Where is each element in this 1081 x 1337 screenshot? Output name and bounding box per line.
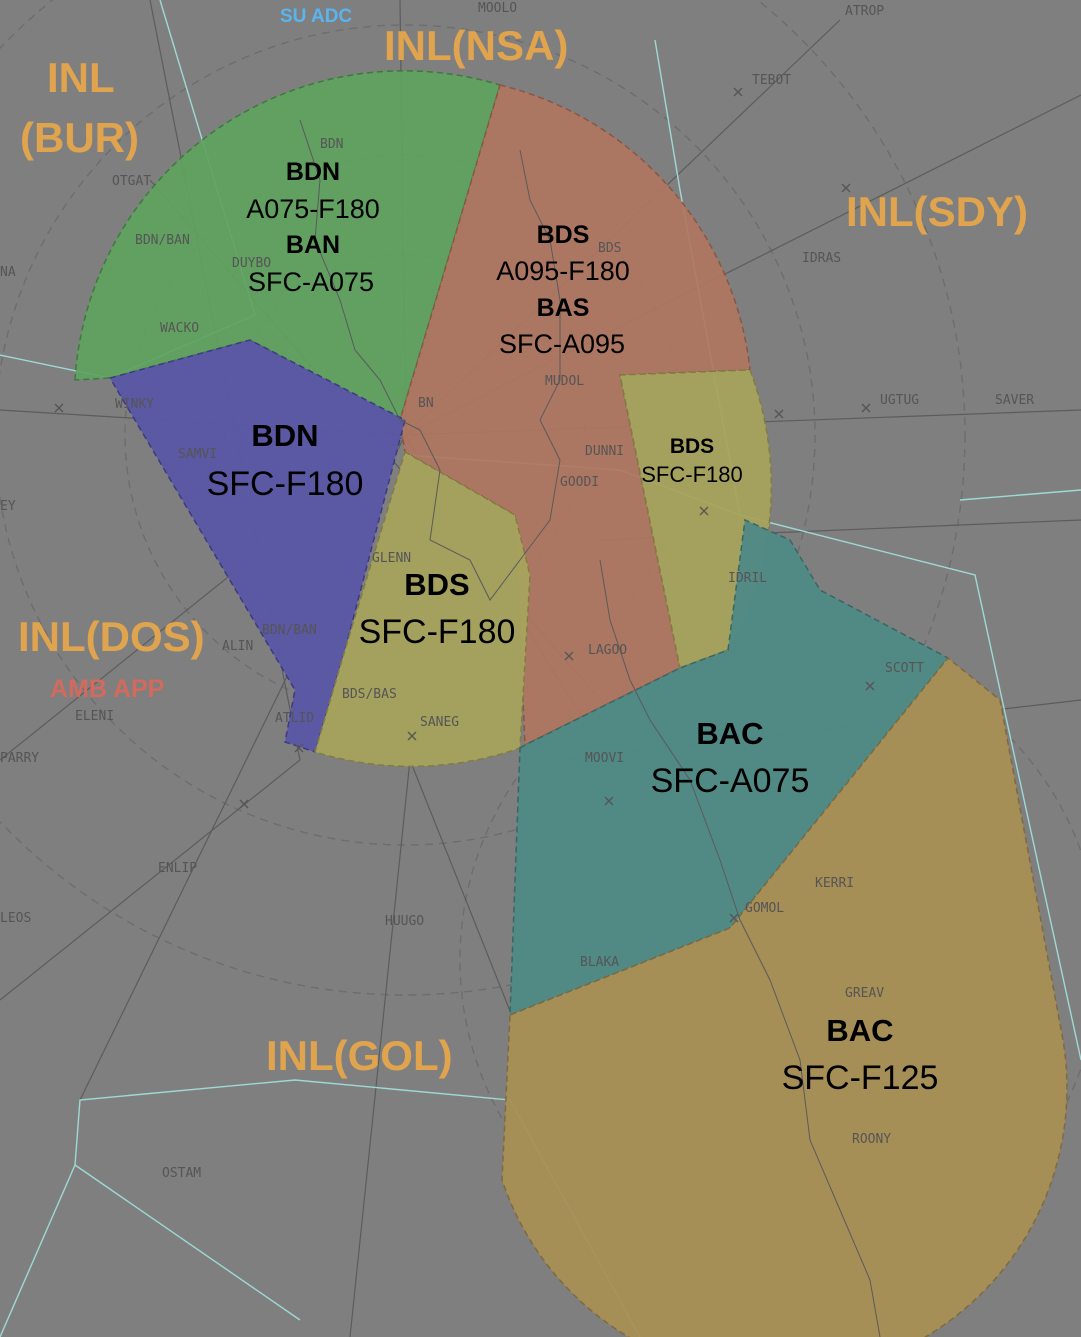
fix-blaka: BLAKA xyxy=(580,955,619,970)
facility-su-adc: SU ADC xyxy=(280,6,352,27)
region-labels: INL (BUR) INL(NSA) INL(SDY) INL(DOS) INL… xyxy=(18,22,1028,1079)
fix-gomol: GOMOL xyxy=(745,901,784,916)
fix-mudol: MUDOL xyxy=(545,374,584,389)
fix-winky: WINKY xyxy=(115,397,154,412)
yellow-center-sector-label-2: SFC-F180 xyxy=(359,613,516,651)
region-inl-gol: INL(GOL) xyxy=(266,1032,453,1079)
fix-kerri: KERRI xyxy=(815,876,854,891)
fix-idras: IDRAS xyxy=(802,251,841,266)
fix-bdn-ban-2: BDN/BAN xyxy=(262,623,317,638)
fix-labels: MOOLO ATROP TEBOT BDN OTGAT BDN/BAN DUYB… xyxy=(0,1,1034,1181)
region-inl-dos: INL(DOS) xyxy=(18,613,205,660)
teal-sector-label-1: BAC xyxy=(696,716,763,751)
fix-dunni: DUNNI xyxy=(585,444,624,459)
green-sector-label-4: SFC-A075 xyxy=(248,267,374,297)
fix-bn: BN xyxy=(418,396,434,411)
fix-goodi: GOODI xyxy=(560,475,599,490)
fix-bds: BDS xyxy=(598,241,621,256)
region-inl-sdy: INL(SDY) xyxy=(846,188,1028,235)
region-inl-bur-line1: INL xyxy=(47,54,115,101)
blue-sector-label-2: SFC-F180 xyxy=(207,465,364,503)
fix-atrop: ATROP xyxy=(845,4,884,19)
sector-tan[interactable] xyxy=(501,656,1068,1337)
teal-sector-label-2: SFC-A075 xyxy=(651,762,810,800)
fix-markers xyxy=(54,87,875,923)
fix-scott: SCOTT xyxy=(885,661,924,676)
fix-bdn-ban-1: BDN/BAN xyxy=(135,233,190,248)
fix-bds-bas: BDS/BAS xyxy=(342,687,397,702)
region-inl-nsa: INL(NSA) xyxy=(384,22,568,69)
fix-bdn: BDN xyxy=(320,137,343,152)
fix-atlid: ATLID xyxy=(275,711,314,726)
fix-enlip: ENLIP xyxy=(158,861,197,876)
fix-alin: ALIN xyxy=(222,639,253,654)
tan-sector-label-2: SFC-F125 xyxy=(782,1059,939,1097)
fix-duybo: DUYBO xyxy=(232,256,271,271)
region-inl-bur-line2: (BUR) xyxy=(20,114,139,161)
sector-labels: BDN A075-F180 BAN SFC-A075 BDS A095-F180… xyxy=(207,158,939,1097)
yellow-east-sector-label-1: BDS xyxy=(670,435,714,458)
facility-amb-app: AMB APP xyxy=(50,675,164,703)
fix-moolo: MOOLO xyxy=(478,1,517,16)
red-sector-label-1: BDS xyxy=(537,221,590,249)
fix-na: NA xyxy=(0,265,16,280)
yellow-center-sector-label-1: BDS xyxy=(404,567,469,602)
green-sector-label-1: BDN xyxy=(286,158,340,186)
fix-greav: GREAV xyxy=(845,986,884,1001)
fix-glenn: GLENN xyxy=(372,551,411,566)
green-sector-label-3: BAN xyxy=(286,231,340,259)
fix-saneg: SANEG xyxy=(420,715,459,730)
blue-sector-label-1: BDN xyxy=(251,418,318,453)
yellow-east-sector-label-2: SFC-F180 xyxy=(641,462,742,487)
facility-labels: SU ADC AMB APP xyxy=(50,6,352,703)
tan-sector-label-1: BAC xyxy=(826,1013,893,1048)
coastline xyxy=(299,119,881,1337)
fix-otgat: OTGAT xyxy=(112,174,151,189)
fix-leos: LEOS xyxy=(0,911,31,926)
red-sector-label-2: A095-F180 xyxy=(496,256,630,286)
fix-huugo: HUUGO xyxy=(385,914,424,929)
sector-green[interactable] xyxy=(74,70,501,422)
fix-tebot: TEBOT xyxy=(752,73,791,88)
red-sector-label-4: SFC-A095 xyxy=(499,329,625,359)
fix-parry: PARRY xyxy=(0,751,39,766)
red-sector-label-3: BAS xyxy=(537,294,590,322)
fix-saver: SAVER xyxy=(995,393,1034,408)
fix-ugtug: UGTUG xyxy=(880,393,919,408)
fix-idril: IDRIL xyxy=(728,571,767,586)
fix-ey: EY xyxy=(0,499,16,514)
green-sector-label-2: A075-F180 xyxy=(246,194,380,224)
fix-eleni: ELENI xyxy=(75,709,114,724)
fix-samvi: SAMVI xyxy=(178,447,217,462)
sectors xyxy=(74,70,1068,1337)
fix-moovi: MOOVI xyxy=(585,751,624,766)
fix-lagoo: LAGOO xyxy=(588,643,627,658)
fix-roony: ROONY xyxy=(852,1132,891,1147)
fix-ostam: OSTAM xyxy=(162,1166,201,1181)
fix-wacko: WACKO xyxy=(160,321,199,336)
sector-teal[interactable] xyxy=(509,518,950,1017)
